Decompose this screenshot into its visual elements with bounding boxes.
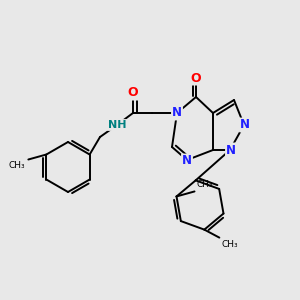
Text: CH₃: CH₃ (196, 180, 213, 189)
Text: NH: NH (108, 120, 126, 130)
Text: O: O (128, 86, 138, 100)
Text: N: N (172, 106, 182, 119)
Text: N: N (182, 154, 192, 167)
Text: O: O (191, 71, 201, 85)
Text: N: N (240, 118, 250, 131)
Text: CH₃: CH₃ (9, 161, 25, 170)
Text: N: N (226, 143, 236, 157)
Text: CH₃: CH₃ (221, 240, 238, 249)
